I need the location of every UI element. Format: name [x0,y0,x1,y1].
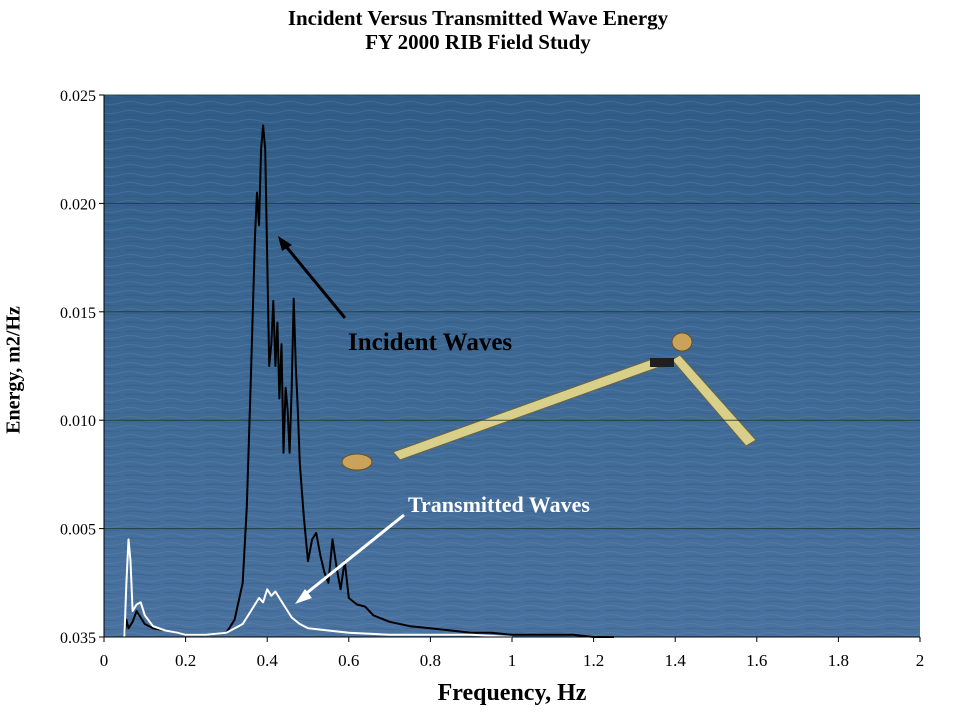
chart-title: Incident Versus Transmitted Wave Energy [287,6,669,30]
annotation-incident: Incident Waves [278,236,512,356]
x-axis-label: Frequency, Hz [437,680,587,706]
buoy-right [671,332,693,352]
x-tick-label: 1.2 [583,651,604,670]
series-line-transmitted-waves [123,538,513,638]
incident-arrow-shaft [282,243,347,319]
incident-waves-label: Incident Waves [348,329,512,356]
transmitted-arrow-head [295,589,312,604]
incident-arrow-head [278,236,292,251]
breakwater-joint [650,358,674,367]
breakwater-photo [341,332,757,471]
x-tick-label: 1.6 [746,651,767,670]
transmitted-arrow-shaft [302,513,405,598]
x-axis-ticks: 0 0.2 0.4 0.6 0.8 1 1.2 1.4 1.6 1.8 2 [100,637,925,670]
y-tick-label: 0.005 [60,522,96,539]
annotation-transmitted: Transmitted Waves [295,492,590,604]
x-tick-label: 1 [508,651,517,670]
x-tick-label: 1.4 [665,651,687,670]
buoy-left [341,453,373,471]
breakwater-arm-short [671,354,757,447]
y-tick-label: 0.035 [60,630,96,647]
gridlines [104,94,920,530]
x-tick-label: 0 [100,651,109,670]
y-tick-label: 0.025 [60,88,96,105]
y-tick-label: 0.015 [60,305,96,322]
x-tick-label: 0.4 [257,651,279,670]
series-lines [123,124,614,638]
chart-subtitle: FY 2000 RIB Field Study [365,30,591,54]
x-tick-label: 2 [916,651,925,670]
x-tick-label: 1.8 [828,651,849,670]
y-tick-label: 0.010 [60,413,96,430]
x-tick-label: 0.8 [420,651,441,670]
y-axis-label: Energy, m2/Hz [2,306,25,434]
water-texture [104,95,920,637]
transmitted-waves-label: Transmitted Waves [408,492,590,517]
y-axis-ticks: 0.035 0.005 0.010 0.015 0.020 0.025 [60,88,104,647]
y-tick-label: 0.020 [60,196,96,213]
x-tick-label: 0.6 [338,651,359,670]
x-tick-label: 0.2 [175,651,196,670]
